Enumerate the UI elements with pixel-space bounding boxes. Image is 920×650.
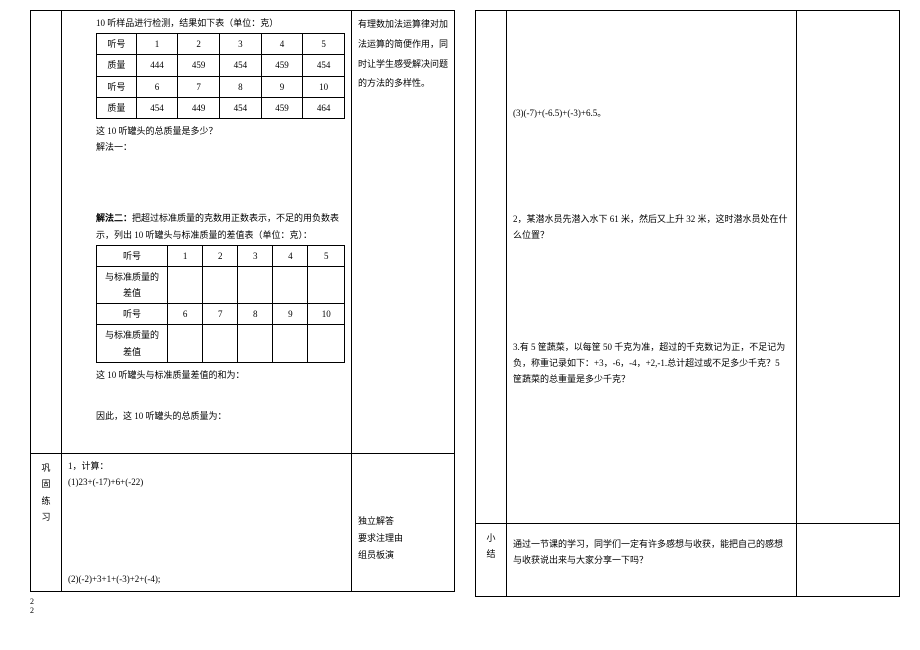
question-total-mass: 这 10 听罐头的总质量是多少？ [96,123,345,139]
practice-1: (1)23+(-17)+6+(-22) [68,474,345,490]
intro-text: 10 听样品进行检测，结果如下表（单位：克） [96,15,345,31]
left-main-cell: 10 听样品进行检测，结果如下表（单位：克） 听号 1 2 3 4 5 [62,11,352,454]
practice-3: (3)(-7)+(-6.5)+(-3)+6.5。 [513,105,790,121]
sample-table-2: 听号 1 2 3 4 5 与标准质量的差值 [96,245,345,363]
right-row1-sidecell [476,11,507,524]
method-2-prefix: 解法二： [96,213,132,223]
practice-2: (2)(-2)+3+1+(-3)+2+(-4); [68,571,345,587]
question-3: 3.有 5 筐蔬菜，以每筐 50 千克为准，超过的千克数记为正，不足记为负，称重… [513,339,790,388]
question-2: 2，某潜水员先潜入水下 61 米，然后又上升 32 米，这时潜水员处在什么位置？ [513,211,790,243]
sample-table-1: 听号 1 2 3 4 5 质量 444 [96,33,345,119]
therefore-total: 因此，这 10 听罐头的总质量为： [96,408,345,424]
left-row1-sidecell [31,11,62,454]
right-annot-cell-1 [797,11,900,524]
method-2-rest: 把超过标准质量的克数用正数表示，不足的用负数表示，列出 10 听罐头与标准质量的… [96,213,339,239]
method-2: 解法二：把超过标准质量的克数用正数表示，不足的用负数表示，列出 10 听罐头与标… [96,210,345,242]
right-outer-table: (3)(-7)+(-6.5)+(-3)+6.5。 2，某潜水员先潜入水下 61 … [475,10,900,597]
summary-cell: 通过一节课的学习，同学们一定有许多感想与收获，能把自己的感想与收获说出来与大家分… [507,524,797,597]
left-annotation: 有理数加法运算律对加法运算的简便作用，同时让学生感受解决问题的方法的多样性。 [358,15,448,94]
practice-annot-cell: 独立解答 要求注理由 组员板演 [352,454,455,592]
practice-label: 巩固练习 [31,454,62,592]
left-annotation-cell: 有理数加法运算律对加法运算的简便作用，同时让学生感受解决问题的方法的多样性。 [352,11,455,454]
right-annot-cell-2 [797,524,900,597]
summary-text: 通过一节课的学习，同学们一定有许多感想与收获，能把自己的感想与收获说出来与大家分… [513,536,790,568]
practice-annot: 独立解答 要求注理由 组员板演 [358,513,448,564]
method-1-label: 解法一： [96,139,345,155]
right-main-cell: (3)(-7)+(-6.5)+(-3)+6.5。 2，某潜水员先潜入水下 61 … [507,11,797,524]
practice-intro: 1，计算： [68,458,345,474]
left-outer-table: 10 听样品进行检测，结果如下表（单位：克） 听号 1 2 3 4 5 [30,10,455,592]
practice-cell: 1，计算： (1)23+(-17)+6+(-22) (2)(-2)+3+1+(-… [62,454,352,592]
page-footer: 2 2 [30,598,455,616]
summary-label: 小结 [476,524,507,597]
sum-of-diff: 这 10 听罐头与标准质量差值的和为： [96,367,345,383]
